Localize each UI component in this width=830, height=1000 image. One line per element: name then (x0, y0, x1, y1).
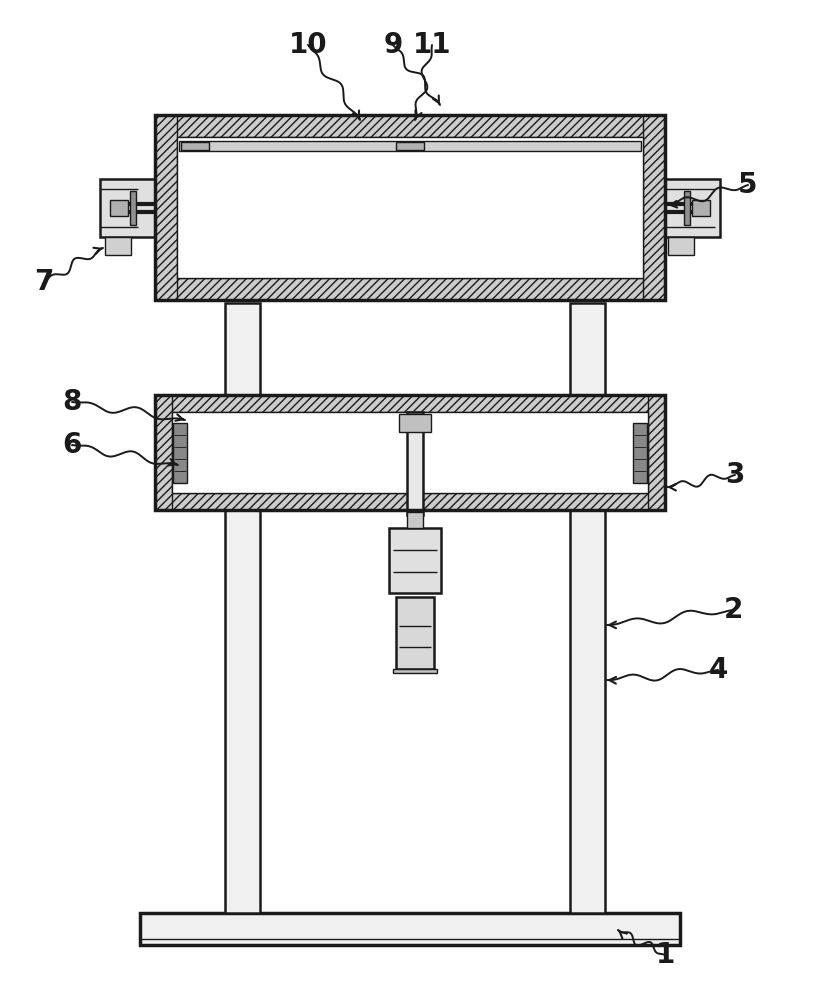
Bar (155, 395, 172, 510)
Bar (389, 528, 441, 593)
Bar (396, 597, 434, 669)
Bar (130, 191, 136, 225)
Bar (643, 115, 665, 300)
Bar (393, 669, 437, 673)
Bar (665, 179, 720, 237)
Text: 3: 3 (725, 461, 745, 489)
Bar (407, 412, 423, 515)
Bar (155, 395, 665, 510)
Bar (396, 142, 424, 150)
Bar (173, 423, 187, 483)
Bar (407, 512, 423, 528)
Bar (570, 303, 605, 913)
Text: 7: 7 (34, 268, 54, 296)
Bar (155, 278, 665, 300)
Bar (684, 191, 690, 225)
Bar (140, 913, 680, 945)
Text: 11: 11 (413, 31, 452, 59)
Text: 5: 5 (738, 171, 758, 199)
Bar (692, 200, 710, 216)
Bar (225, 303, 260, 913)
Bar (110, 200, 128, 216)
Bar (172, 412, 648, 493)
Bar (155, 493, 665, 510)
Bar (155, 115, 665, 137)
Bar (177, 137, 643, 278)
Bar (100, 179, 155, 237)
Bar (155, 115, 177, 300)
Text: 2: 2 (723, 596, 743, 624)
Text: 4: 4 (708, 656, 728, 684)
Bar (399, 414, 431, 432)
Text: 1: 1 (656, 941, 675, 969)
Bar (668, 237, 694, 255)
Text: 9: 9 (383, 31, 403, 59)
Bar (633, 423, 647, 483)
Bar (155, 395, 665, 412)
Bar (181, 142, 209, 150)
Bar (648, 395, 665, 510)
Text: 8: 8 (62, 388, 81, 416)
Bar (179, 141, 641, 151)
Text: 10: 10 (289, 31, 327, 59)
Bar (155, 115, 665, 300)
Text: 6: 6 (62, 431, 81, 459)
Bar (105, 237, 131, 255)
